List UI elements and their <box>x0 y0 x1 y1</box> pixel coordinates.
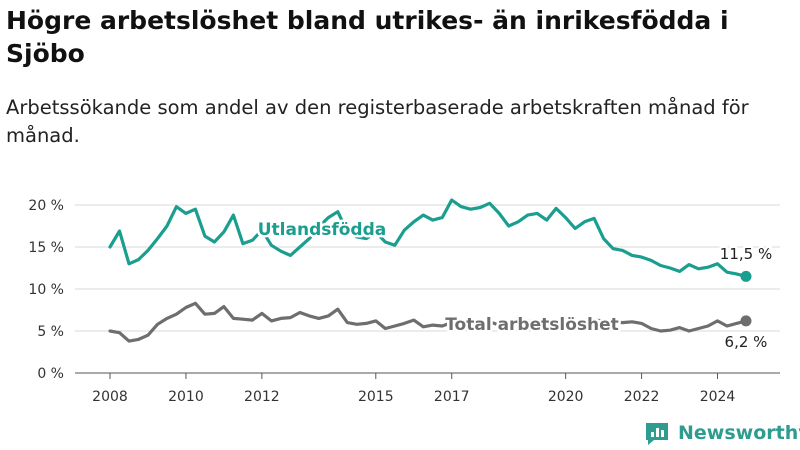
newsworthy-logo: Newsworthy <box>644 420 800 446</box>
series-end-marker-1 <box>740 315 752 327</box>
y-tick-label: 15 % <box>28 240 64 256</box>
y-tick-label: 20 % <box>28 198 64 214</box>
series-name-label-0: Utlandsfödda <box>258 220 387 240</box>
series-name-label-1: Total arbetslöshet <box>445 315 619 335</box>
chart-title: Högre arbetslöshet bland utrikes- än inr… <box>6 6 729 68</box>
series-end-value-0: 11,5 % <box>720 245 772 263</box>
series-line-0 <box>108 198 748 278</box>
y-tick-label: 0 % <box>37 366 64 382</box>
x-tick-label: 2015 <box>358 389 394 405</box>
x-tick-label: 2020 <box>548 389 584 405</box>
x-tick-label: 2017 <box>434 389 470 405</box>
x-tick-label: 2008 <box>92 389 128 405</box>
x-tick-label: 2022 <box>624 389 660 405</box>
newsworthy-logo-icon <box>646 423 668 445</box>
series-end-value-1: 6,2 % <box>725 333 768 351</box>
y-tick-label: 10 % <box>28 282 64 298</box>
newsworthy-logo-text: Newsworthy <box>678 422 800 444</box>
x-tick-label: 2012 <box>244 389 280 405</box>
chart-subtitle: Arbetssökande som andel av den registerb… <box>6 96 749 147</box>
series-end-marker-0 <box>740 270 752 282</box>
x-tick-label: 2024 <box>700 389 736 405</box>
y-tick-label: 5 % <box>37 324 64 340</box>
x-tick-label: 2010 <box>168 389 204 405</box>
series-line-1 <box>108 301 748 343</box>
